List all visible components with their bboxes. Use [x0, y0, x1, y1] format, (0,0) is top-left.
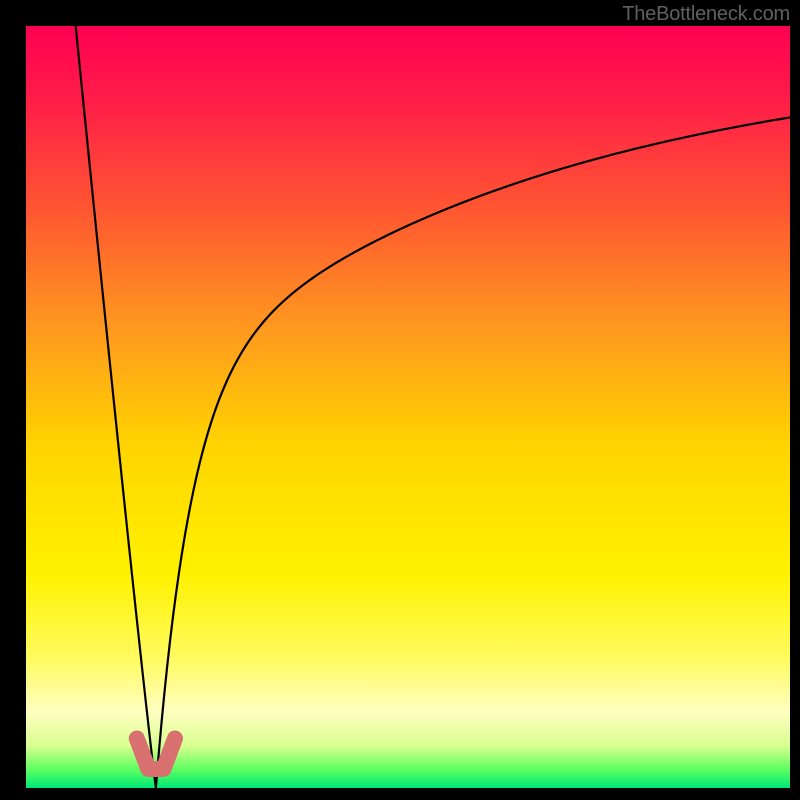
- chart-container: TheBottleneck.com: [0, 0, 800, 800]
- bottleneck-chart: [0, 0, 800, 800]
- watermark-text: TheBottleneck.com: [622, 3, 790, 26]
